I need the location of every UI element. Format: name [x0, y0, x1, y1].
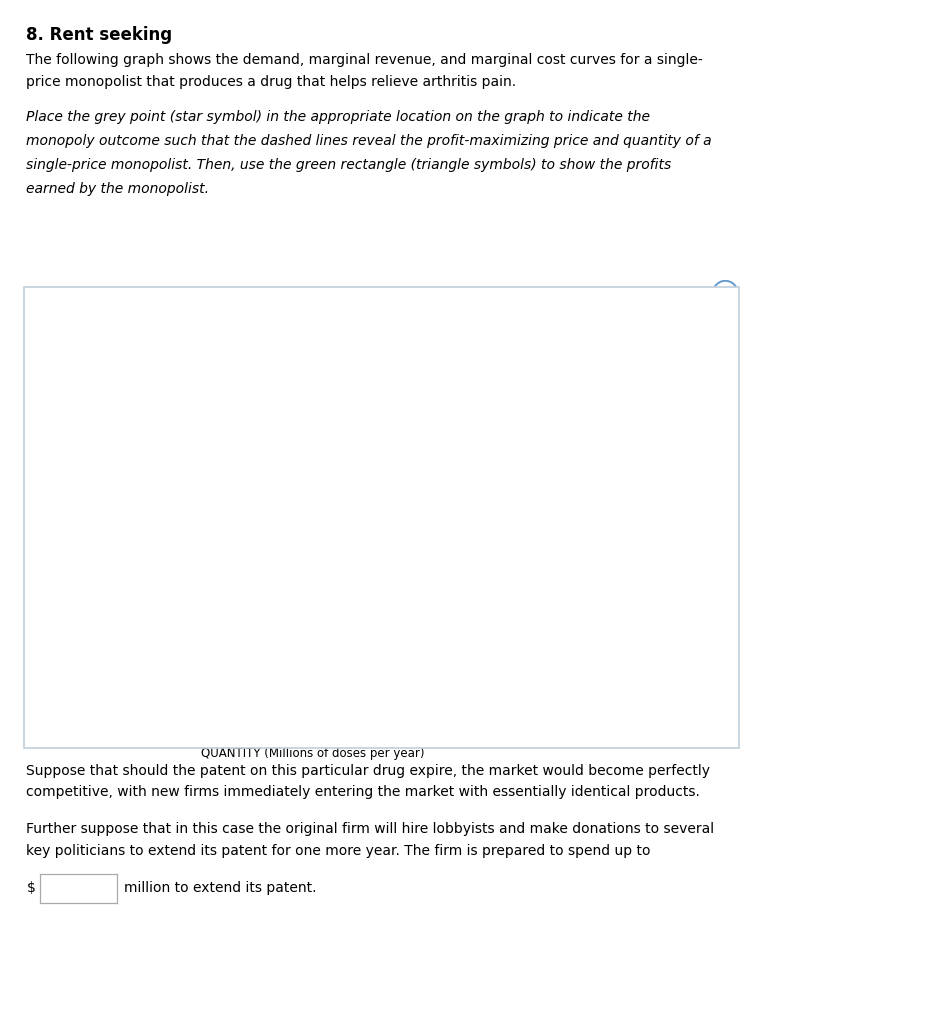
Text: competitive, with new firms immediately entering the market with essentially ide: competitive, with new firms immediately … [26, 785, 700, 800]
Text: million to extend its patent.: million to extend its patent. [124, 881, 317, 895]
Text: The following graph shows the demand, marginal revenue, and marginal cost curves: The following graph shows the demand, ma… [26, 53, 703, 68]
X-axis label: QUANTITY (Millions of doses per year): QUANTITY (Millions of doses per year) [202, 748, 425, 761]
Text: Monopoly Outcome: Monopoly Outcome [565, 401, 687, 415]
Bar [577, 454, 674, 515]
Y-axis label: PRICE (Dollars per dose): PRICE (Dollars per dose) [58, 446, 72, 590]
Text: Place the grey point (star symbol) in the appropriate location on the graph to i: Place the grey point (star symbol) in th… [26, 110, 650, 124]
Text: Further suppose that in this case the original firm will hire lobbyists and make: Further suppose that in this case the or… [26, 822, 714, 837]
Text: Suppose that should the patent on this particular drug expire, the market would : Suppose that should the patent on this p… [26, 764, 710, 778]
Text: monopoly outcome such that the dashed lines reveal the profit-maximizing price a: monopoly outcome such that the dashed li… [26, 133, 712, 147]
Text: ?: ? [721, 288, 730, 302]
Text: price monopolist that produces a drug that helps relieve arthritis pain.: price monopolist that produces a drug th… [26, 75, 516, 89]
Text: Demand: Demand [302, 698, 356, 712]
Text: 8. Rent seeking: 8. Rent seeking [26, 26, 172, 44]
Text: Monopoly Profits: Monopoly Profits [575, 527, 678, 541]
Text: single-price monopolist. Then, use the green rectangle (triangle symbols) to sho: single-price monopolist. Then, use the g… [26, 158, 672, 172]
Text: $: $ [26, 881, 35, 895]
Text: earned by the monopolist.: earned by the monopolist. [26, 181, 209, 196]
Text: key politicians to extend its patent for one more year. The firm is prepared to : key politicians to extend its patent for… [26, 844, 651, 858]
Text: MC = ATC: MC = ATC [309, 539, 370, 552]
Text: MR: MR [260, 698, 279, 712]
